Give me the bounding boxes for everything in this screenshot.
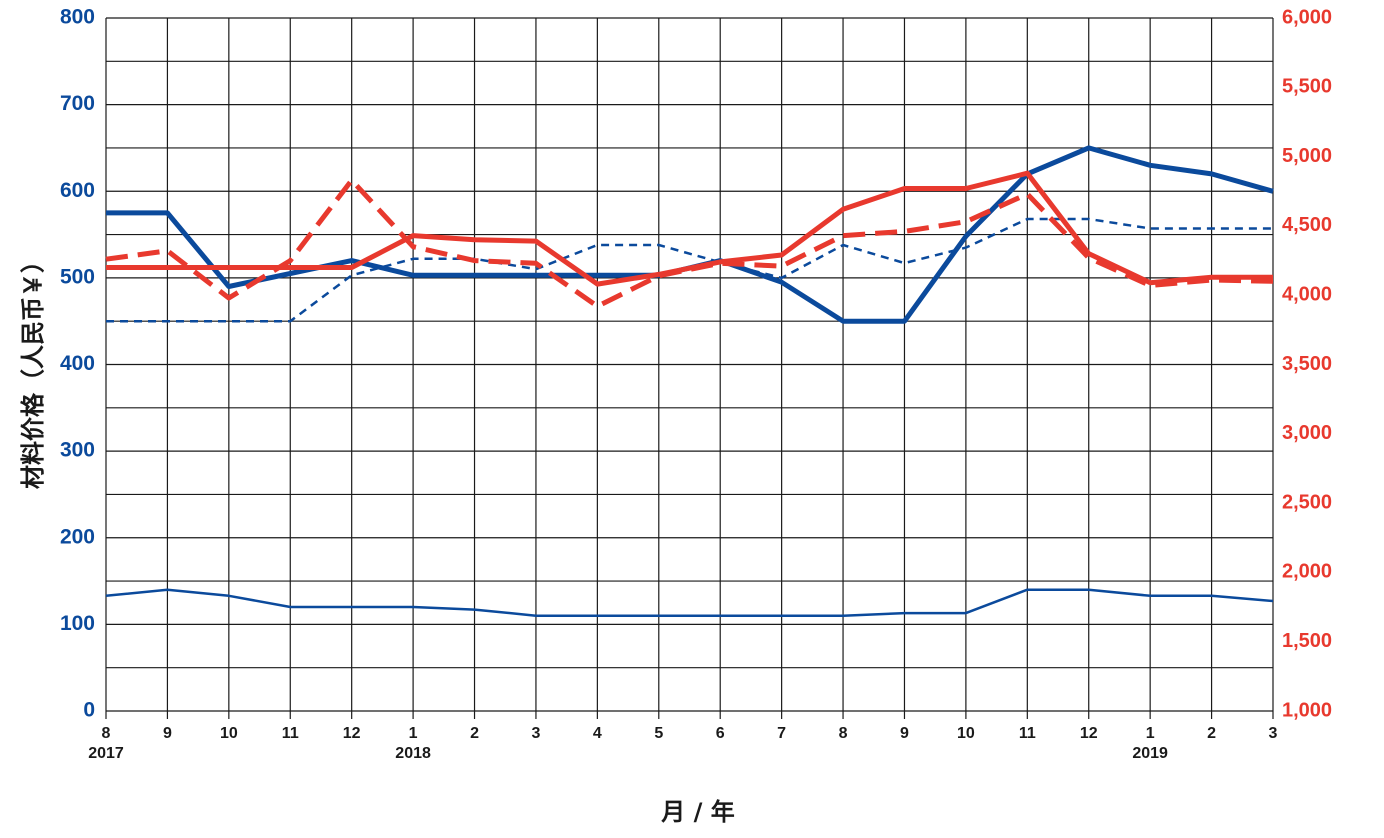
x-tick-label: 2: [1207, 725, 1216, 742]
x-tick-label: 8: [102, 725, 111, 742]
right-y-tick-label: 2,500: [1282, 491, 1332, 513]
x-tick-label: 10: [220, 725, 238, 742]
right-y-tick-label: 5,000: [1282, 145, 1332, 167]
x-tick-label: 11: [1019, 725, 1036, 742]
x-tick-label: 3: [531, 725, 540, 742]
x-tick-label: 8: [839, 725, 848, 742]
right-y-tick-label: 3,000: [1282, 422, 1332, 444]
series-line-2: [106, 217, 1273, 323]
series-line-4: [106, 170, 1273, 287]
left-y-tick-label: 500: [60, 265, 95, 288]
left-y-tick-label: 300: [60, 439, 95, 462]
right-y-tick-label: 4,500: [1282, 214, 1332, 236]
x-tick-label: 6: [716, 725, 725, 742]
right-y-tick-label: 3,500: [1282, 353, 1332, 375]
left-y-tick-label: 800: [60, 6, 95, 29]
left-y-tick-label: 600: [60, 179, 95, 202]
x-tick-label: 10: [957, 725, 975, 742]
chart-grid: [105, 17, 1274, 719]
x-tick-label: 5: [654, 725, 663, 742]
left-y-tick-label: 0: [83, 699, 95, 722]
left-y-axis-ticks: 0 100 200 300 400 500 600 700 800: [60, 6, 95, 722]
x-tick-label: 9: [163, 725, 172, 742]
right-y-tick-label: 6,000: [1282, 6, 1332, 28]
x-tick-label: 9: [900, 725, 909, 742]
x-tick-year-label: 2017: [88, 745, 124, 762]
x-tick-year-label: 2018: [395, 745, 431, 762]
right-y-tick-label: 1,500: [1282, 630, 1332, 652]
right-y-tick-label: 5,500: [1282, 76, 1332, 98]
chart-series-group: [105, 145, 1274, 617]
right-y-tick-label: 4,000: [1282, 283, 1332, 305]
x-tick-label: 1: [1146, 725, 1155, 742]
x-tick-label: 7: [777, 725, 786, 742]
x-tick-label: 12: [343, 725, 361, 742]
x-tick-label: 4: [593, 725, 602, 742]
x-axis-title: 月 / 年: [660, 798, 734, 826]
x-tick-label: 11: [282, 725, 299, 742]
y-axis-title: 材料价格（人民币￥）: [19, 249, 47, 489]
left-y-tick-label: 200: [60, 525, 95, 548]
x-tick-label: 12: [1080, 725, 1098, 742]
left-y-tick-label: 100: [60, 612, 95, 635]
x-tick-label: 1: [409, 725, 418, 742]
x-tick-label: 3: [1269, 725, 1278, 742]
series-line-5: [105, 177, 1274, 309]
left-y-tick-label: 700: [60, 92, 95, 115]
left-y-tick-label: 400: [60, 352, 95, 375]
series-line-3: [105, 588, 1274, 617]
right-y-tick-label: 1,000: [1282, 699, 1332, 721]
x-tick-label: 2: [470, 725, 479, 742]
right-y-axis-ticks: 1,000 1,500 2,000 2,500 3,000 3,500 4,000 4,500…: [1282, 6, 1332, 721]
x-axis-ticks: 8 2017 9 10 11 12 1 2018 2 3 4 5 6 7 8 9 10 11 12 1 2019 2 3: [88, 725, 1277, 762]
right-y-tick-label: 2,000: [1282, 561, 1332, 583]
x-tick-year-label: 2019: [1132, 745, 1168, 762]
